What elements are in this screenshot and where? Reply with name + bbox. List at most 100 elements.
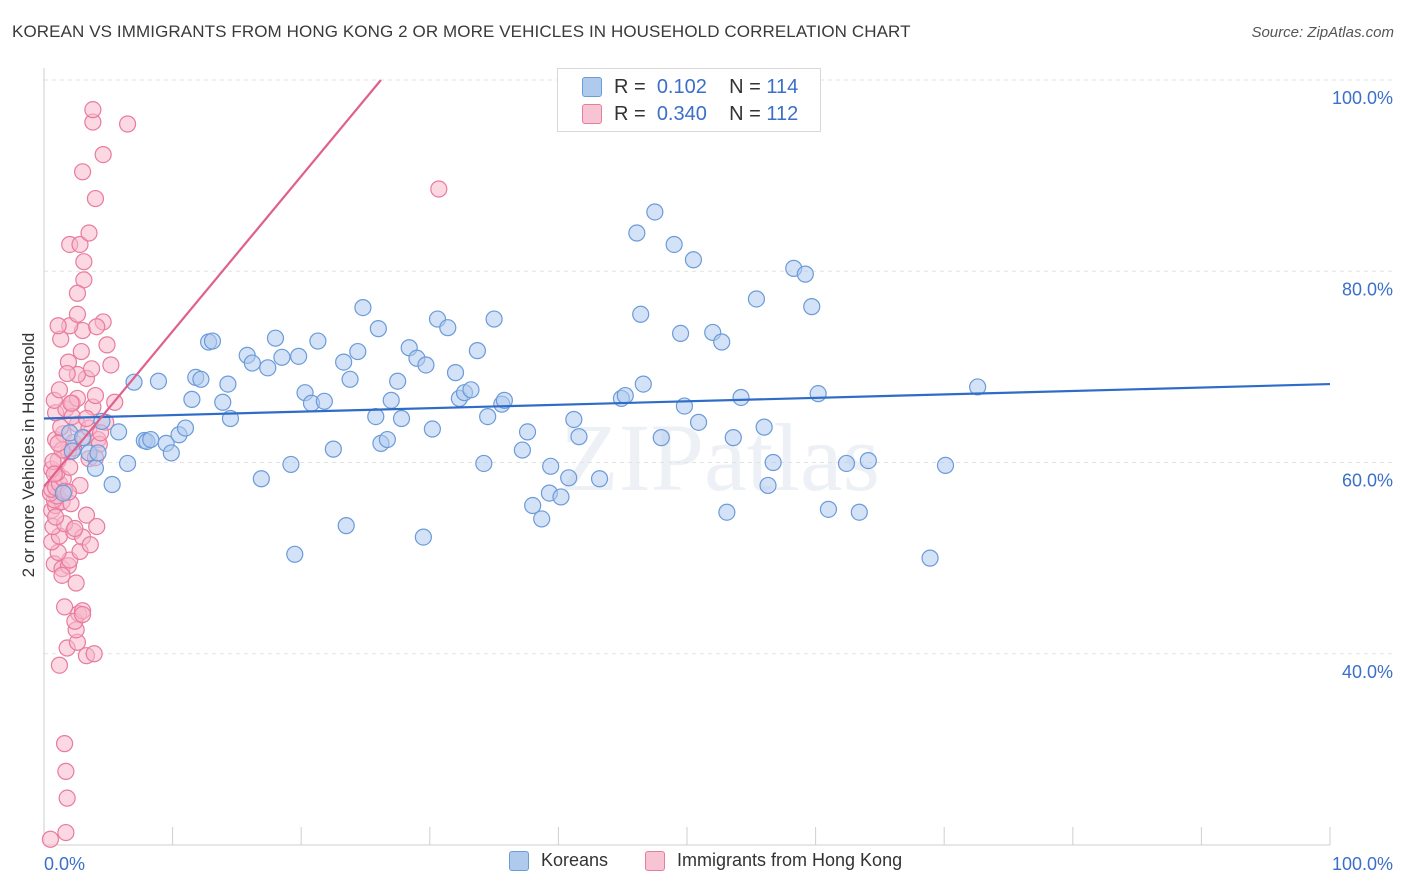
- data-point: [57, 823, 75, 842]
- data-point: [176, 419, 195, 437]
- y-tick-label: 80.0%: [1342, 279, 1393, 299]
- data-point: [518, 423, 537, 441]
- data-point: [68, 305, 87, 323]
- data-point: [94, 145, 112, 164]
- n-value: 114: [766, 75, 799, 98]
- data-point: [109, 423, 128, 441]
- data-point: [837, 454, 856, 473]
- data-point: [349, 342, 367, 361]
- data-point: [46, 508, 65, 526]
- data-point: [969, 378, 987, 396]
- trend-lines: [43, 79, 1331, 488]
- data-point: [252, 470, 270, 488]
- data-point: [58, 789, 76, 807]
- data-point: [273, 348, 291, 366]
- data-point: [73, 605, 92, 624]
- data-point: [149, 372, 168, 390]
- data-point: [732, 388, 750, 407]
- data-point: [86, 386, 105, 405]
- grid-lines: [44, 79, 1392, 655]
- data-point: [616, 386, 634, 405]
- data-point: [259, 359, 277, 377]
- data-point: [764, 453, 782, 472]
- r-label: R =: [614, 102, 646, 125]
- data-point: [86, 189, 105, 208]
- data-point: [55, 735, 74, 753]
- data-point: [82, 360, 101, 378]
- data-point: [203, 332, 222, 350]
- data-point: [417, 356, 435, 374]
- data-point: [282, 455, 300, 474]
- data-point: [266, 329, 285, 347]
- data-point: [747, 290, 766, 308]
- data-point: [103, 475, 121, 494]
- data-point: [219, 375, 237, 393]
- r-label: R =: [614, 75, 646, 98]
- legend-label: Immigrants from Hong Kong: [677, 850, 903, 870]
- data-point: [77, 506, 96, 524]
- data-point: [315, 392, 333, 410]
- data-point: [214, 393, 232, 411]
- data-point: [57, 762, 75, 780]
- data-point: [423, 420, 441, 438]
- data-point: [446, 364, 465, 382]
- data-point: [354, 298, 372, 317]
- data-point: [335, 353, 353, 371]
- data-point: [590, 470, 609, 488]
- series-koreans: [54, 203, 987, 567]
- data-point: [475, 454, 493, 473]
- data-point: [819, 500, 838, 518]
- data-point: [513, 441, 531, 459]
- legend-swatch-pink: [645, 850, 665, 871]
- data-point: [88, 318, 106, 336]
- data-point: [485, 310, 503, 328]
- data-point: [684, 251, 703, 269]
- data-point: [665, 235, 683, 254]
- y-tick-label: 100.0%: [1332, 88, 1393, 108]
- n-value: 112: [766, 102, 799, 125]
- data-point: [62, 394, 80, 412]
- data-point: [859, 451, 877, 470]
- data-point: [378, 430, 396, 449]
- data-point: [479, 408, 497, 426]
- data-point: [809, 385, 827, 403]
- legend-swatch-pink: [582, 104, 602, 124]
- data-point: [68, 284, 87, 302]
- data-point: [86, 459, 105, 477]
- watermark: ZIPatlas: [560, 404, 880, 511]
- data-point: [796, 265, 814, 283]
- legend-swatch-blue: [582, 77, 602, 97]
- trend-line-hong-kong: [43, 79, 382, 488]
- data-point: [50, 656, 69, 674]
- legend-swatch-blue: [509, 850, 529, 871]
- data-point: [142, 430, 160, 449]
- data-point: [337, 517, 355, 535]
- data-point: [542, 457, 560, 475]
- data-point: [243, 354, 261, 372]
- data-point: [50, 381, 69, 399]
- data-point: [73, 163, 92, 181]
- n-label: N =: [729, 75, 761, 98]
- data-point: [183, 390, 201, 408]
- legend-row-koreans: R = 0.102 N = 114: [582, 74, 798, 100]
- data-point: [652, 429, 670, 447]
- data-point: [49, 317, 67, 335]
- data-point: [72, 342, 90, 361]
- data-point: [324, 440, 342, 458]
- source-label: Source: ZipAtlas.com: [1251, 24, 1394, 41]
- data-point: [850, 503, 868, 521]
- data-point: [102, 356, 120, 374]
- y-tick-label: 40.0%: [1342, 662, 1393, 682]
- correlation-legend: R = 0.102 N = 114 R = 0.340 N = 112: [557, 68, 821, 132]
- data-point: [367, 408, 385, 426]
- data-point: [98, 336, 116, 354]
- data-point: [58, 364, 76, 383]
- data-point: [67, 574, 85, 592]
- series-immigrants-hong-kong: [41, 101, 448, 848]
- data-point: [88, 517, 106, 536]
- data-point: [462, 381, 480, 399]
- data-point: [309, 332, 327, 350]
- data-point: [495, 391, 513, 409]
- r-value: 0.102: [656, 75, 707, 98]
